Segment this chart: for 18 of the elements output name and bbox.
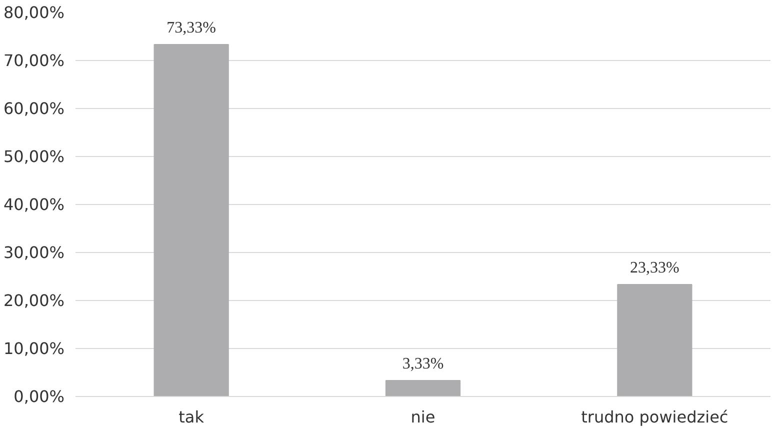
data-label: 23,33% (630, 260, 680, 277)
x-tick-label: nie (410, 408, 436, 426)
x-tick-label: tak (178, 408, 205, 426)
bar (385, 380, 461, 396)
y-tick-label: 50,00% (3, 147, 65, 166)
y-tick-label: 40,00% (3, 195, 65, 214)
y-tick-label: 60,00% (3, 99, 65, 118)
y-tick-label: 10,00% (3, 339, 65, 358)
x-tick-label: trudno powiedzieć (581, 408, 728, 426)
bar (617, 284, 692, 396)
y-tick-label: 30,00% (3, 243, 65, 262)
y-tick-label: 80,00% (3, 3, 65, 22)
bar (154, 44, 229, 396)
y-tick-label: 0,00% (14, 387, 64, 406)
y-tick-label: 20,00% (3, 291, 65, 310)
data-label: 73,33% (166, 20, 216, 37)
data-label: 3,33% (402, 356, 444, 373)
y-tick-label: 70,00% (3, 51, 65, 70)
